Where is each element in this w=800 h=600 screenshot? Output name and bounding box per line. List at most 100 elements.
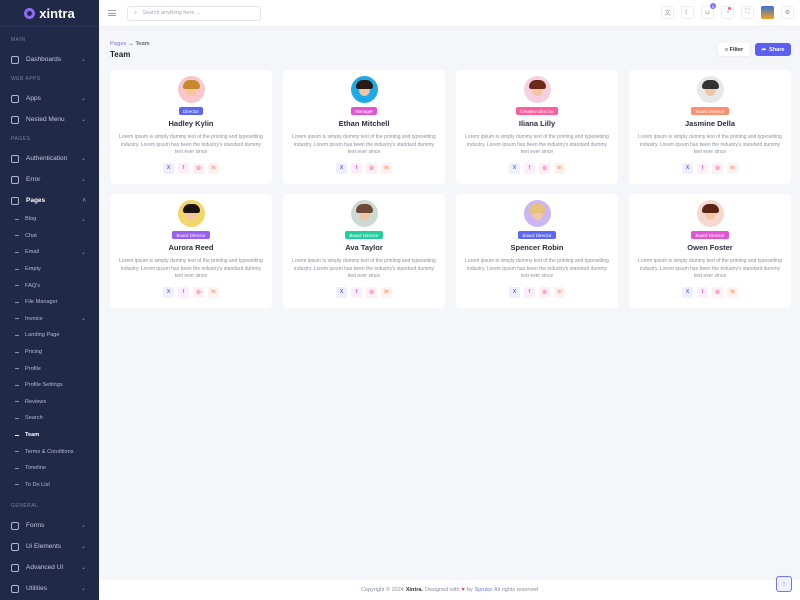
linkedin-icon[interactable]: in [208, 162, 219, 174]
instagram-icon[interactable]: ◎ [539, 162, 550, 174]
role-badge: Board Director [172, 231, 210, 239]
menu-toggle-icon[interactable] [108, 10, 116, 16]
facebook-icon[interactable]: f [524, 286, 535, 298]
facebook-icon[interactable]: f [697, 162, 708, 174]
section-general: GENERAL [11, 503, 39, 510]
label: File Manager [25, 299, 58, 306]
instagram-icon[interactable]: ◎ [193, 286, 204, 298]
logo[interactable]: xintra [0, 0, 99, 27]
sidebar-subitem-profile-settings[interactable]: Profile Settings [0, 377, 99, 394]
role-badge: Manager [351, 107, 377, 115]
instagram-icon[interactable]: ◎ [712, 162, 723, 174]
facebook-icon[interactable]: f [351, 162, 362, 174]
dash-icon [15, 401, 19, 403]
instagram-icon[interactable]: ◎ [366, 286, 377, 298]
search-placeholder: Search anything here ... [142, 10, 201, 16]
footer-company-link[interactable]: Spruko [474, 587, 493, 593]
instagram-icon[interactable]: ◎ [712, 286, 723, 298]
utilities-icon [11, 584, 19, 593]
dash-icon [15, 451, 19, 453]
sidebar-item-pages[interactable]: Pages ˄ [0, 190, 99, 211]
dash-icon [15, 434, 19, 436]
sidebar-item-utilities[interactable]: Utilities ⌄ [0, 578, 99, 599]
sidebar-subitem-empty[interactable]: Empty [0, 261, 99, 278]
linkedin-icon[interactable]: in [554, 162, 565, 174]
sidebar-subitem-file-manager[interactable]: File Manager [0, 294, 99, 311]
label: Team [25, 432, 40, 439]
x-icon[interactable]: X [682, 286, 693, 298]
sidebar-subitem-chat[interactable]: Chat [0, 228, 99, 245]
instagram-icon[interactable]: ◎ [366, 162, 377, 174]
filter-button[interactable]: ≡ Filter [718, 43, 750, 56]
team-member-card: Board Director Aurora Reed Lorem ipsum is … [110, 194, 272, 308]
sidebar-subitem-blog[interactable]: Blog ⌄ [0, 211, 99, 228]
sidebar-subitem-reviews[interactable]: Reviews [0, 394, 99, 411]
sidebar-subitem-email[interactable]: Email ⌄ [0, 244, 99, 261]
dash-icon [15, 368, 19, 370]
moon-icon[interactable]: ☾ [681, 6, 694, 19]
share-button[interactable]: ➦ Share [755, 43, 791, 56]
breadcrumb-pages[interactable]: Pages [110, 41, 127, 47]
chevron-down-icon: ⌄ [80, 523, 86, 530]
facebook-icon[interactable]: f [178, 162, 189, 174]
label: Dashboards [26, 56, 62, 63]
sidebar-subitem-profile[interactable]: Profile [0, 360, 99, 377]
linkedin-icon[interactable]: in [381, 162, 392, 174]
dash-icon [15, 351, 19, 353]
x-icon[interactable]: X [509, 286, 520, 298]
member-description: Lorem ipsum is simply dummy text of the … [292, 134, 436, 155]
sidebar-item-ui-elements[interactable]: Ui Elements ⌄ [0, 536, 99, 557]
linkedin-icon[interactable]: in [727, 286, 738, 298]
sidebar-item-authentication[interactable]: Authentication ⌄ [0, 148, 99, 169]
sidebar-subitem-invoice[interactable]: Invoice ⌄ [0, 311, 99, 328]
sidebar-subitem-faq-s[interactable]: FAQ's [0, 277, 99, 294]
sidebar-subitem-search[interactable]: Search [0, 410, 99, 427]
sidebar-item-dashboards[interactable]: Dashboards ⌄ [0, 49, 99, 70]
facebook-icon[interactable]: f [178, 286, 189, 298]
cart-icon[interactable]: ⊔ 5 [701, 3, 716, 19]
role-badge: Board Director [345, 231, 383, 239]
sidebar-item-apps[interactable]: Apps ⌄ [0, 88, 99, 109]
linkedin-icon[interactable]: in [208, 286, 219, 298]
sidebar-subitem-pricing[interactable]: Pricing [0, 344, 99, 361]
linkedin-icon[interactable]: in [727, 162, 738, 174]
member-avatar [177, 200, 205, 227]
x-icon[interactable]: X [509, 162, 520, 174]
sidebar-subitem-timeline[interactable]: Timeline [0, 460, 99, 477]
facebook-icon[interactable]: f [524, 162, 535, 174]
bell-icon[interactable]: ◔ [721, 6, 734, 19]
facebook-icon[interactable]: f [351, 286, 362, 298]
x-icon[interactable]: X [163, 286, 174, 298]
share-icon: ➦ [761, 46, 767, 53]
x-icon[interactable]: X [336, 162, 347, 174]
scroll-to-top-button[interactable]: ↑ [776, 576, 792, 592]
footer-rights: All rights reserved [494, 587, 539, 593]
linkedin-icon[interactable]: in [554, 286, 565, 298]
role-badge: Creative Director [516, 107, 558, 115]
instagram-icon[interactable]: ◎ [539, 286, 550, 298]
x-icon[interactable]: X [163, 162, 174, 174]
sidebar-subitem-landing-page[interactable]: Landing Page [0, 327, 99, 344]
label: FAQ's [25, 282, 41, 289]
chevron-down-icon: ⌄ [80, 249, 86, 256]
gear-icon[interactable]: ⚙ [781, 6, 794, 19]
sidebar-subitem-team[interactable]: Team [0, 427, 99, 444]
x-icon[interactable]: X [336, 286, 347, 298]
x-icon[interactable]: X [682, 162, 693, 174]
label: Apps [26, 95, 41, 102]
fullscreen-icon[interactable]: ⛶ [741, 6, 754, 19]
search-input[interactable]: ⌕ Search anything here ... [127, 5, 261, 21]
user-avatar[interactable] [761, 6, 774, 19]
facebook-icon[interactable]: f [697, 286, 708, 298]
linkedin-icon[interactable]: in [381, 286, 392, 298]
sidebar-subitem-terms-conditions[interactable]: Terms & Conditions [0, 443, 99, 460]
language-icon[interactable]: 文 [661, 6, 674, 19]
sidebar-item-error[interactable]: Error ⌄ [0, 169, 99, 190]
sidebar-subitem-to-do-list[interactable]: To Do List [0, 477, 99, 494]
sidebar-item-forms[interactable]: Forms ⌄ [0, 515, 99, 536]
sidebar-item-nested-menu[interactable]: Nested Menu ⌄ [0, 109, 99, 130]
role-badge: Board Director [691, 107, 729, 115]
instagram-icon[interactable]: ◎ [193, 162, 204, 174]
sidebar-item-advanced-ui[interactable]: Advanced UI ⌄ [0, 557, 99, 578]
label: Profile [25, 365, 41, 372]
